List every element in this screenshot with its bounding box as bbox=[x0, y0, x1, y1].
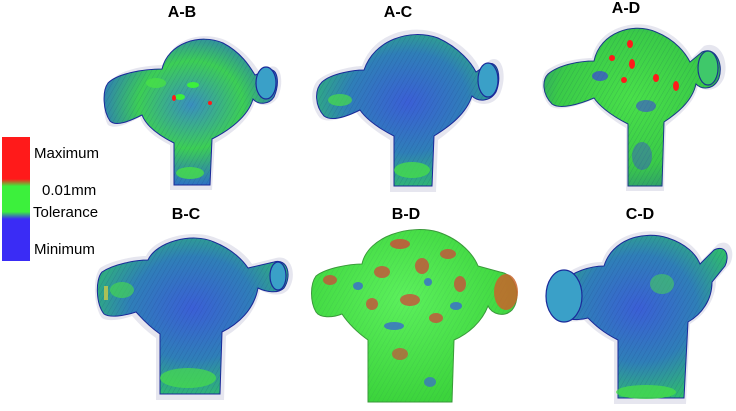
legend-label-minimum: Minimum bbox=[34, 241, 95, 258]
legend-label-value: 0.01mm bbox=[42, 182, 97, 199]
panel-title-a-b: A-B bbox=[167, 4, 197, 21]
legend-swatch-minimum bbox=[2, 219, 30, 261]
panel-title-a-c: A-C bbox=[383, 4, 413, 21]
panel-title-c-d: C-D bbox=[625, 206, 655, 223]
panel-title-b-c: B-C bbox=[171, 206, 201, 223]
model-b-c bbox=[94, 234, 293, 400]
model-c-d bbox=[545, 231, 733, 404]
model-b-d bbox=[311, 229, 518, 403]
legend-swatch-maximum bbox=[2, 137, 30, 179]
legend-label-tolerance: Tolerance bbox=[33, 204, 99, 221]
panel-title-b-d: B-D bbox=[391, 206, 421, 223]
legend-label-maximum: Maximum bbox=[34, 145, 100, 162]
model-a-b bbox=[103, 36, 282, 190]
panel-title-a-d: A-D bbox=[611, 0, 641, 17]
model-a-c bbox=[312, 29, 504, 192]
model-a-d bbox=[541, 24, 726, 191]
legend-swatch-tolerance bbox=[2, 179, 30, 219]
